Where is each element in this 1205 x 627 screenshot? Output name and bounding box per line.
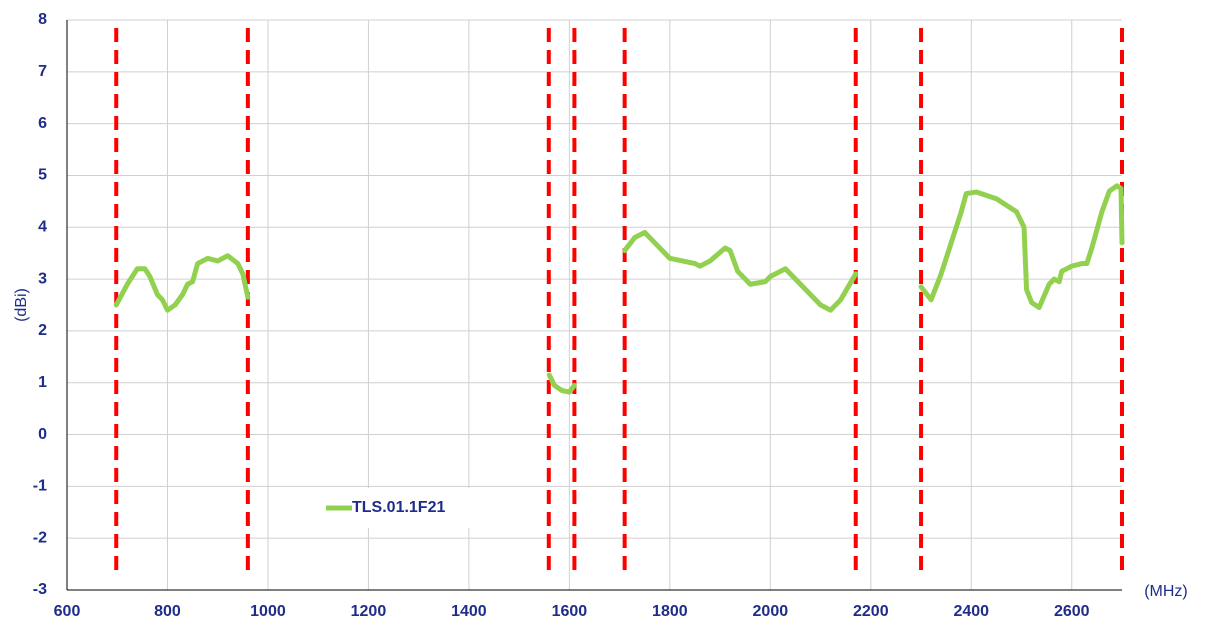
- data-line: [918, 183, 1125, 311]
- y-tick-label: -3: [33, 581, 47, 598]
- y-tick-label: 0: [38, 426, 47, 443]
- y-tick-label: -1: [33, 478, 47, 495]
- y-tick-label: 2: [38, 322, 47, 339]
- legend-label: TLS.01.1F21: [352, 499, 445, 516]
- data-line: [113, 253, 251, 313]
- y-tick-label: 3: [38, 270, 47, 287]
- x-tick-label: 1600: [552, 603, 588, 620]
- x-tick-label: 1800: [652, 603, 688, 620]
- y-tick-label: 1: [38, 374, 47, 391]
- x-axis-label: (MHz): [1144, 583, 1188, 600]
- plot-area: [67, 20, 1122, 590]
- y-tick-label: -2: [33, 529, 47, 546]
- data-line: [622, 229, 859, 313]
- x-tick-label: 2400: [953, 603, 989, 620]
- y-tick-label: 8: [38, 11, 47, 28]
- y-tick-label: 6: [38, 115, 47, 132]
- x-tick-label: 1400: [451, 603, 487, 620]
- y-tick-label: 4: [38, 218, 47, 235]
- data-line: [546, 372, 577, 395]
- x-tick-label: 2200: [853, 603, 889, 620]
- y-axis-label: (dBi): [13, 288, 30, 322]
- x-tick-label: 600: [54, 603, 81, 620]
- x-tick-label: 2600: [1054, 603, 1090, 620]
- x-tick-label: 1200: [351, 603, 387, 620]
- x-tick-label: 2000: [753, 603, 789, 620]
- y-tick-label: 5: [38, 167, 47, 184]
- x-tick-label: 800: [154, 603, 181, 620]
- y-tick-label: 7: [38, 63, 47, 80]
- x-tick-label: 1000: [250, 603, 286, 620]
